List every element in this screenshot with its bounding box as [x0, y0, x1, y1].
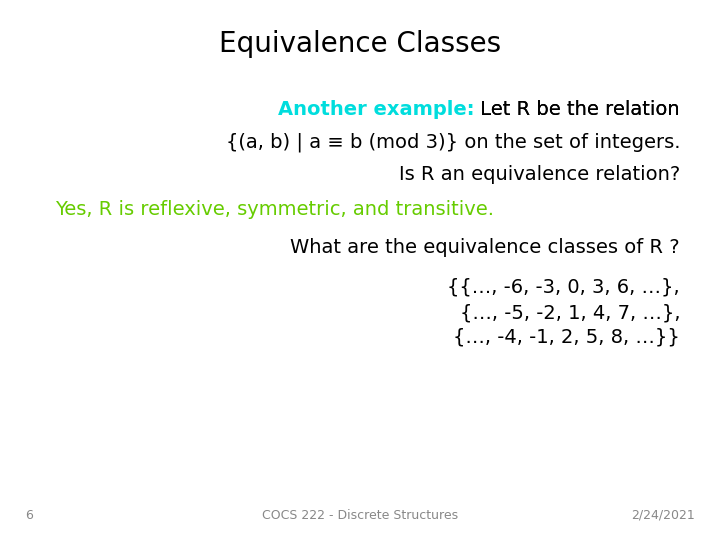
Text: COCS 222 - Discrete Structures: COCS 222 - Discrete Structures — [262, 509, 458, 522]
Text: Yes, R is reflexive, symmetric, and transitive.: Yes, R is reflexive, symmetric, and tran… — [55, 200, 494, 219]
Text: What are the equivalence classes of R ?: What are the equivalence classes of R ? — [290, 238, 680, 257]
Text: Is R an equivalence relation?: Is R an equivalence relation? — [399, 165, 680, 184]
Text: Let R be the relation: Let R be the relation — [474, 100, 680, 119]
Text: {(a, b) | a ≡ b (mod 3)} on the set of integers.: {(a, b) | a ≡ b (mod 3)} on the set of i… — [225, 132, 680, 152]
Text: {{…, -6, -3, 0, 3, 6, …},: {{…, -6, -3, 0, 3, 6, …}, — [447, 278, 680, 297]
Text: Equivalence Classes: Equivalence Classes — [219, 30, 501, 58]
Text: Let R be the relation: Let R be the relation — [474, 100, 680, 119]
Text: {…, -5, -2, 1, 4, 7, …},: {…, -5, -2, 1, 4, 7, …}, — [459, 303, 680, 322]
Text: Another example:: Another example: — [278, 100, 474, 119]
Text: 6: 6 — [25, 509, 33, 522]
Text: {…, -4, -1, 2, 5, 8, …}}: {…, -4, -1, 2, 5, 8, …}} — [453, 328, 680, 347]
Text: 2/24/2021: 2/24/2021 — [631, 509, 695, 522]
